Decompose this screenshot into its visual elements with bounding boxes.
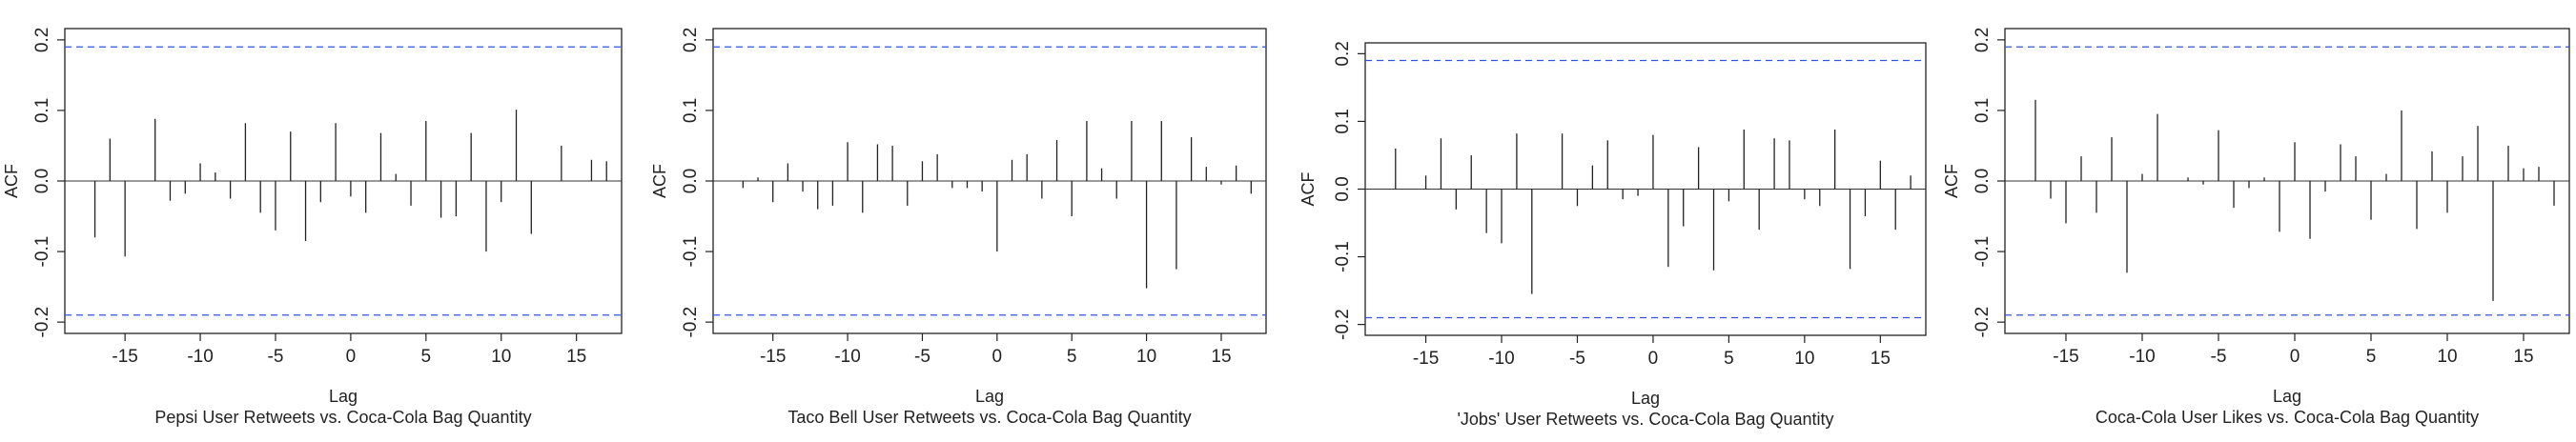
x-tick-label: 5	[2366, 347, 2377, 367]
acf-chart-4: -0.2 -0.1 0.0 0.1 0.2 -15 -10 -5 0 5 10 15 ACF Lag Coc…	[1942, 28, 2570, 427]
y-tick-label: 0.2	[681, 28, 701, 52]
x-tick-label: 5	[421, 347, 432, 367]
acf-panel-4: -0.2 -0.1 0.0 0.1 0.2 -15 -10 -5 0 5 10 15 ACF Lag Coc…	[1940, 0, 2576, 442]
y-tick-label: 0.0	[681, 169, 701, 193]
y-tick-label: 0.0	[32, 169, 52, 193]
y-tick-label: -0.1	[681, 236, 701, 268]
y-tick-label: -0.2	[1973, 307, 1993, 338]
y-tick-label: -0.2	[1333, 309, 1353, 340]
x-tick-label: 10	[491, 347, 511, 367]
x-tick-label: 10	[1794, 349, 1814, 369]
chart-caption: 'Jobs' User Retweets vs. Coca-Cola Bag Q…	[1457, 410, 1833, 429]
x-tick-label: 0	[992, 347, 1003, 367]
x-tick-label: -15	[112, 347, 137, 367]
y-tick-label: 0.2	[1333, 41, 1353, 66]
x-tick-label: -10	[1488, 349, 1514, 369]
x-tick-label: 5	[1067, 347, 1077, 367]
acf-chart-3: -0.2 -0.1 0.0 0.1 0.2 -15 -10 -5 0 5 10 15 ACF Lag 'Jo…	[1298, 41, 1927, 429]
y-tick-label: -0.1	[1333, 241, 1353, 272]
acf-panel-1: -0.2 -0.1 0.0 0.1 0.2 -15 -10 -5 0 5 10 15 ACF Lag Pep…	[0, 0, 639, 442]
x-tick-label: 15	[566, 347, 586, 367]
x-axis-label: Lag	[2273, 387, 2301, 406]
x-axis-label: Lag	[1631, 389, 1660, 408]
acf-panel-2: -0.2 -0.1 0.0 0.1 0.2 -15 -10 -5 0 5 10 15 ACF Lag Tac…	[648, 0, 1287, 442]
x-tick-label: -15	[760, 347, 786, 367]
x-axis-label: Lag	[975, 387, 1004, 406]
acf-chart-2: -0.2 -0.1 0.0 0.1 0.2 -15 -10 -5 0 5 10 15 ACF Lag Tac…	[650, 28, 1267, 427]
x-tick-label: -10	[187, 347, 213, 367]
y-tick-label: 0.1	[1973, 98, 1993, 123]
y-tick-label: 0.2	[1973, 28, 1993, 52]
x-tick-label: 0	[346, 347, 357, 367]
x-tick-label: -10	[834, 347, 860, 367]
x-tick-label: -15	[1413, 349, 1439, 369]
x-tick-label: -15	[2053, 347, 2078, 367]
x-tick-label: 10	[2437, 347, 2457, 367]
y-tick-label: 0.1	[32, 98, 52, 123]
chart-caption: Coca-Cola User Likes vs. Coca-Cola Bag Q…	[2096, 408, 2479, 427]
x-tick-label: -5	[268, 347, 284, 367]
y-tick-label: 0.1	[1333, 109, 1353, 133]
x-tick-label: 15	[1871, 349, 1891, 369]
x-tick-label: -5	[1569, 349, 1585, 369]
y-tick-label: -0.1	[32, 236, 52, 268]
x-tick-label: 0	[2290, 347, 2300, 367]
y-tick-label: -0.2	[681, 307, 701, 338]
y-tick-label: 0.0	[1973, 169, 1993, 193]
x-tick-label: 5	[1724, 349, 1734, 369]
x-axis-label: Lag	[329, 387, 358, 406]
acf-panel-3: -0.2 -0.1 0.0 0.1 0.2 -15 -10 -5 0 5 10 15 ACF Lag 'Jo…	[1297, 0, 1945, 442]
y-tick-label: -0.1	[1973, 236, 1993, 268]
y-tick-label: -0.2	[32, 307, 52, 338]
x-tick-label: -5	[914, 347, 930, 367]
y-axis-label: ACF	[1942, 164, 1961, 198]
y-axis-label: ACF	[650, 164, 669, 198]
x-tick-label: -5	[2211, 347, 2227, 367]
x-tick-label: 15	[2513, 347, 2533, 367]
x-tick-label: -10	[2129, 347, 2155, 367]
acf-chart-1: -0.2 -0.1 0.0 0.1 0.2 -15 -10 -5 0 5 10 15 ACF Lag Pep…	[2, 28, 623, 427]
x-tick-label: 10	[1136, 347, 1156, 367]
x-tick-label: 0	[1648, 349, 1659, 369]
chart-caption: Taco Bell User Retweets vs. Coca-Cola Ba…	[787, 408, 1191, 427]
y-axis-label: ACF	[1298, 171, 1318, 206]
y-tick-label: 0.2	[32, 28, 52, 52]
chart-caption: Pepsi User Retweets vs. Coca-Cola Bag Qu…	[154, 408, 531, 427]
x-tick-label: 15	[1211, 347, 1231, 367]
y-tick-label: 0.0	[1333, 176, 1353, 201]
y-axis-label: ACF	[2, 164, 21, 198]
y-tick-label: 0.1	[681, 98, 701, 123]
